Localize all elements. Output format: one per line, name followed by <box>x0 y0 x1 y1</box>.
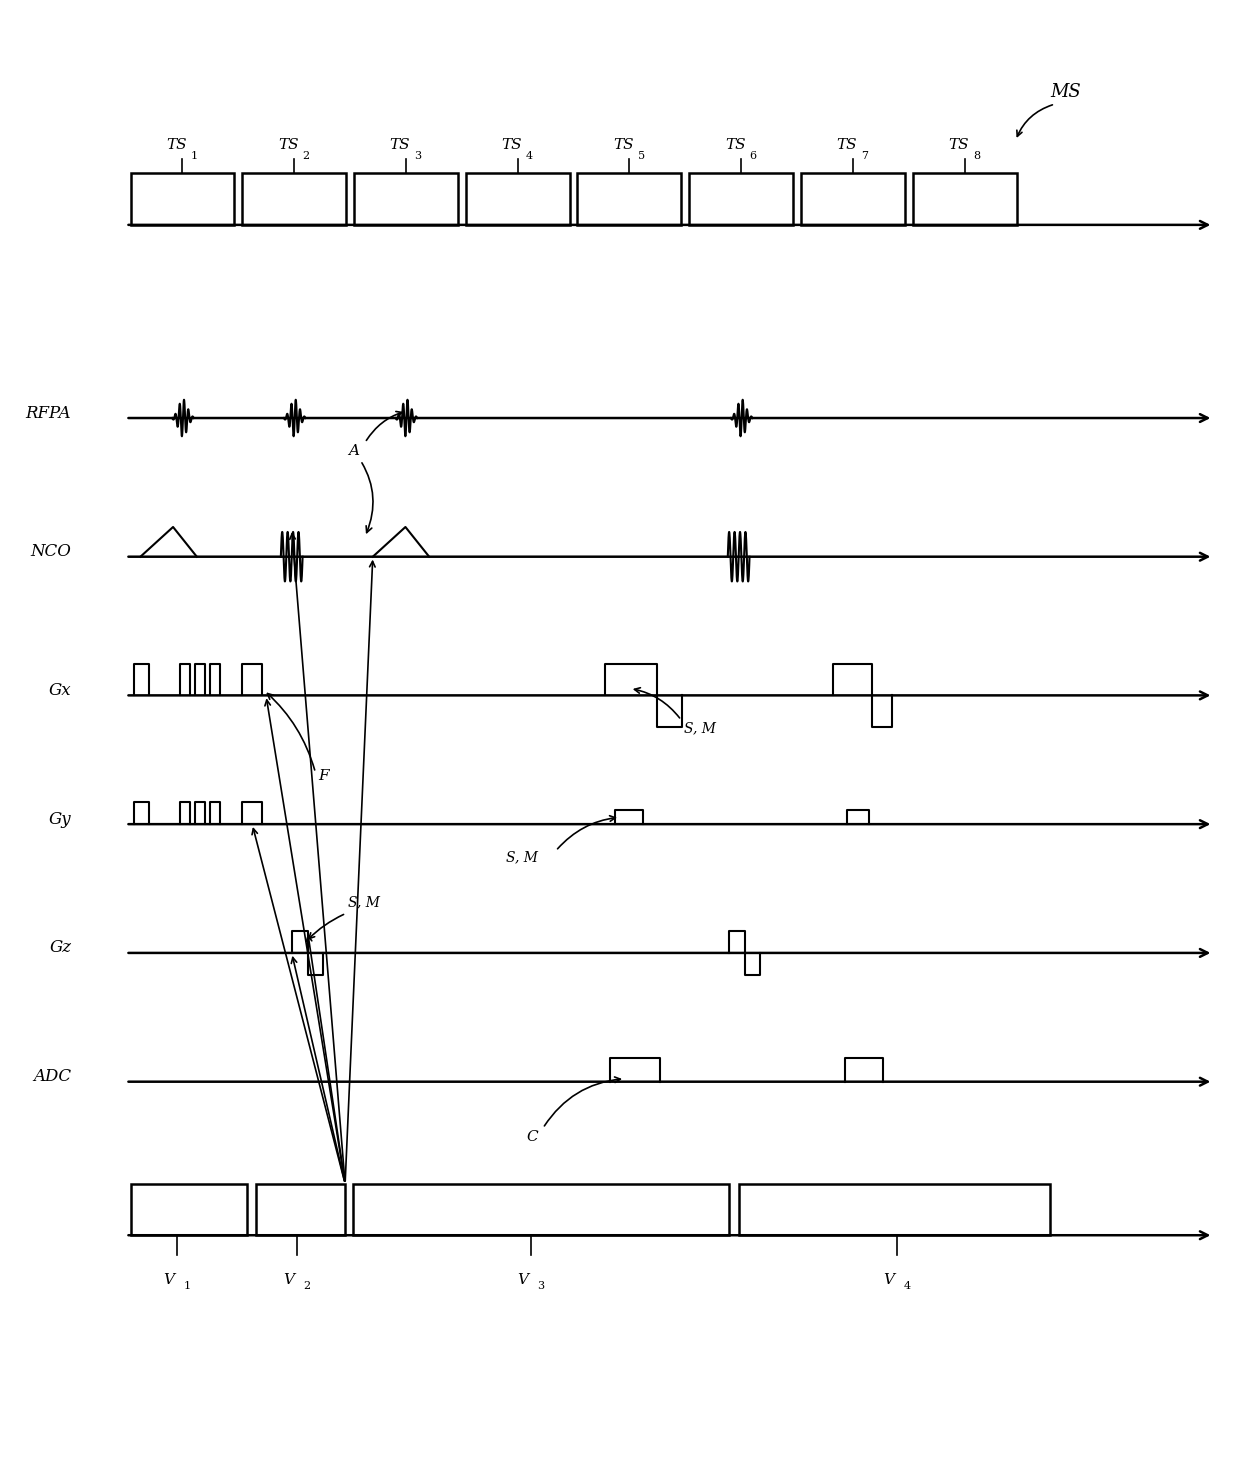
Text: 1: 1 <box>191 151 198 162</box>
Text: S, M: S, M <box>506 850 538 864</box>
Bar <box>242 173 346 225</box>
Bar <box>353 173 458 225</box>
Text: 6: 6 <box>749 151 756 162</box>
Bar <box>913 173 1017 225</box>
Text: 3: 3 <box>414 151 422 162</box>
Text: 8: 8 <box>973 151 980 162</box>
Bar <box>739 1183 1050 1235</box>
Bar <box>353 1183 729 1235</box>
Text: Gy: Gy <box>48 810 71 828</box>
Text: S, M: S, M <box>348 895 381 910</box>
Bar <box>801 173 905 225</box>
Text: C: C <box>526 1130 538 1144</box>
Bar <box>578 173 681 225</box>
Text: 4: 4 <box>903 1280 910 1291</box>
Text: TS: TS <box>949 138 968 151</box>
Text: TS: TS <box>837 138 857 151</box>
Bar <box>130 173 234 225</box>
Text: 7: 7 <box>862 151 868 162</box>
Bar <box>257 1183 345 1235</box>
Text: 1: 1 <box>184 1280 191 1291</box>
Text: TS: TS <box>725 138 745 151</box>
Bar <box>689 173 794 225</box>
Text: Gz: Gz <box>50 939 71 957</box>
Text: 3: 3 <box>537 1280 544 1291</box>
Text: 2: 2 <box>303 1280 310 1291</box>
Text: V: V <box>283 1273 294 1286</box>
Text: NCO: NCO <box>30 544 71 560</box>
Text: A: A <box>348 444 373 532</box>
Text: V: V <box>164 1273 175 1286</box>
Text: S, M: S, M <box>684 720 717 735</box>
Text: TS: TS <box>166 138 187 151</box>
Text: F: F <box>319 769 329 782</box>
Text: 5: 5 <box>637 151 645 162</box>
Text: V: V <box>883 1273 894 1286</box>
Text: TS: TS <box>501 138 522 151</box>
Text: MS: MS <box>1050 82 1081 101</box>
Text: Gx: Gx <box>48 682 71 698</box>
Bar <box>130 1183 247 1235</box>
Text: RFPA: RFPA <box>26 404 71 422</box>
Text: TS: TS <box>613 138 634 151</box>
Text: ADC: ADC <box>33 1069 71 1085</box>
Text: 4: 4 <box>526 151 533 162</box>
Text: TS: TS <box>278 138 299 151</box>
Text: 2: 2 <box>303 151 310 162</box>
Text: TS: TS <box>389 138 410 151</box>
Text: V: V <box>517 1273 528 1286</box>
Bar <box>466 173 569 225</box>
